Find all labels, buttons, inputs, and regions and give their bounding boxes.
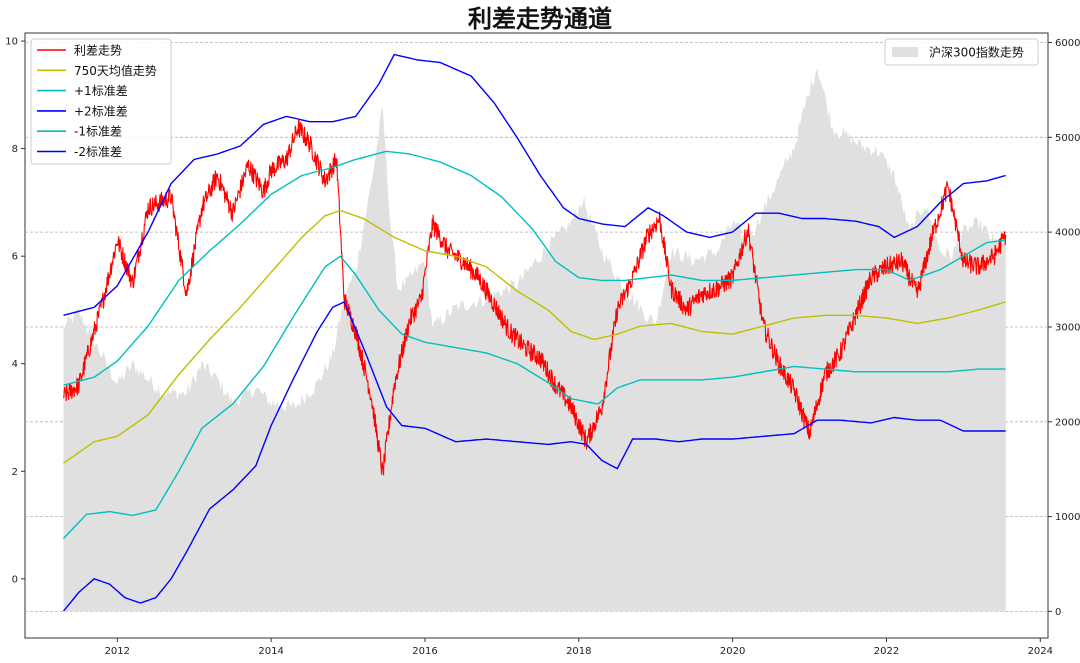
series-area-hs300 xyxy=(63,67,1006,612)
y-right-tick-label: 4000 xyxy=(1055,228,1080,239)
legend-label: -2标准差 xyxy=(74,145,122,159)
y-right-tick-label: 2000 xyxy=(1055,417,1080,428)
x-tick-label: 2022 xyxy=(874,646,899,657)
x-tick-label: 2020 xyxy=(720,646,745,657)
legend-label: 沪深300指数走势 xyxy=(929,45,1024,60)
x-tick-label: 2012 xyxy=(105,646,130,657)
legend-swatch xyxy=(892,47,918,57)
series-line-ma750 xyxy=(63,209,1006,464)
y-left-tick-label: 2 xyxy=(12,467,18,478)
x-tick-label: 2024 xyxy=(1028,646,1053,657)
legend-label: -1标准差 xyxy=(74,125,122,139)
y-right-tick-label: 1000 xyxy=(1055,512,1080,523)
area-layer xyxy=(63,67,1006,612)
y-left-tick-label: 6 xyxy=(12,252,18,263)
y-left-tick-label: 10 xyxy=(5,37,18,48)
series-line-minus2sd xyxy=(62,301,1006,612)
x-tick-label: 2016 xyxy=(412,646,437,657)
legend-right: 沪深300指数走势 xyxy=(884,38,1039,66)
series-line-minus1sd xyxy=(62,255,1006,539)
legend-label: 利差走势 xyxy=(74,44,122,58)
x-tick-label: 2014 xyxy=(258,646,283,657)
y-right-tick-label: 0 xyxy=(1055,607,1061,618)
chart-title: 利差走势通道 xyxy=(468,5,612,33)
lines-layer xyxy=(62,53,1007,612)
series-line-plus2sd xyxy=(63,53,1006,316)
y-left-tick-label: 0 xyxy=(12,574,18,585)
legend-left: 利差走势 750天均值走势 +1标准差 +2标准差 -1标准差 -2标准差 xyxy=(30,38,172,165)
series-line-plus1sd xyxy=(63,150,1006,386)
legend-label: +1标准差 xyxy=(74,84,128,98)
x-tick-label: 2018 xyxy=(566,646,591,657)
y-right-tick-label: 5000 xyxy=(1055,133,1080,144)
legend-label: +2标准差 xyxy=(74,104,128,118)
y-right-tick-label: 3000 xyxy=(1055,323,1080,334)
series-line-spread xyxy=(62,119,1007,476)
legend-right-box xyxy=(884,38,1039,66)
legend-label: 750天均值走势 xyxy=(74,63,157,78)
axes-layer: 2012 2014 2016 2018 2020 2022 2024 0 2 4 6 8 10 0 1000… xyxy=(5,37,1080,657)
plot-frame xyxy=(24,32,1049,639)
y-left-tick-label: 8 xyxy=(12,144,18,155)
y-left-tick-label: 4 xyxy=(12,359,18,370)
y-right-tick-label: 6000 xyxy=(1055,38,1080,49)
